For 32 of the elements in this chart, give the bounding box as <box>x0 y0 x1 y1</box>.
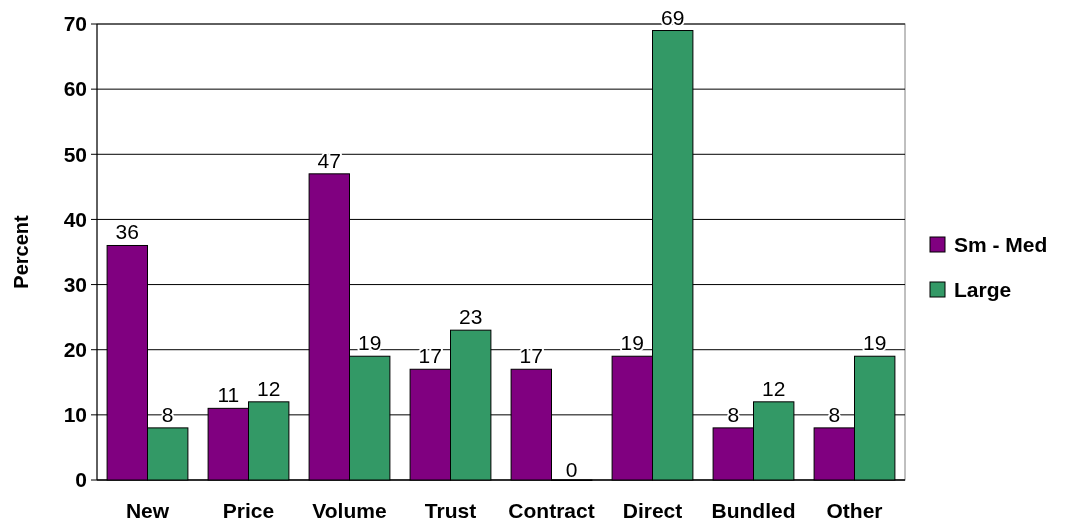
data-label: 36 <box>115 220 139 244</box>
y-tick-label: 10 <box>63 403 87 427</box>
data-label: 23 <box>459 305 483 329</box>
x-tick-label: Bundled <box>711 499 796 522</box>
data-label: 12 <box>762 376 786 400</box>
y-tick-label: 70 <box>63 12 87 36</box>
y-tick-label: 40 <box>63 207 87 231</box>
legend-label: Sm - Med <box>954 233 1048 257</box>
y-tick-label: 50 <box>63 142 87 166</box>
x-tick-label: Price <box>222 499 275 522</box>
data-label: 17 <box>519 344 543 368</box>
data-label: 12 <box>257 376 281 400</box>
x-tick-label: Trust <box>424 499 477 522</box>
data-label: 19 <box>358 331 382 355</box>
y-axis-title: Percent <box>10 214 32 289</box>
y-tick-label: 20 <box>63 338 87 362</box>
data-label: 19 <box>620 331 644 355</box>
data-label: 69 <box>661 5 685 29</box>
data-label: 17 <box>418 344 442 368</box>
x-tick-label: Other <box>826 499 883 522</box>
x-tick-label: Direct <box>622 499 683 522</box>
y-tick-label: 60 <box>63 77 87 101</box>
x-tick-label: Contract <box>508 499 595 522</box>
data-label: 11 <box>217 383 240 407</box>
y-tick-label: 30 <box>63 272 87 296</box>
data-label: 0 <box>565 458 578 481</box>
y-tick-label: 0 <box>75 468 87 492</box>
data-label: 19 <box>863 331 887 355</box>
x-tick-label: Volume <box>312 499 387 522</box>
legend-label: Large <box>954 278 1012 302</box>
data-label: 47 <box>317 148 341 172</box>
x-tick-label: New <box>125 499 170 522</box>
